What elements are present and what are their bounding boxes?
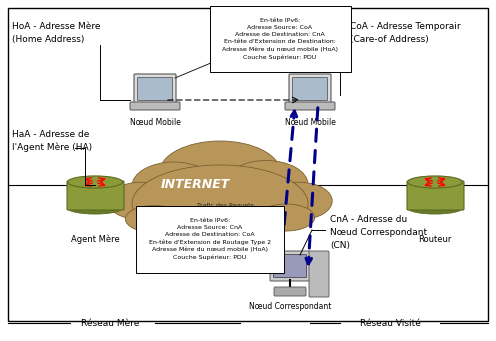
FancyBboxPatch shape [285,102,335,110]
Text: Trafic des Paquets: Trafic des Paquets [196,203,253,208]
Text: Nœud Correspondant: Nœud Correspondant [249,302,331,311]
FancyBboxPatch shape [67,181,124,210]
Ellipse shape [132,162,216,210]
Ellipse shape [224,161,308,208]
Text: (CN): (CN) [330,241,350,250]
Text: Réseau Visité: Réseau Visité [360,318,421,327]
Ellipse shape [67,176,123,188]
Text: Réseau Mère: Réseau Mère [81,318,139,327]
Text: Nœud Mobile: Nœud Mobile [285,118,335,127]
Ellipse shape [160,141,281,204]
Text: Nœud Correspondant: Nœud Correspondant [330,228,427,237]
Text: Routeur: Routeur [418,235,452,244]
Text: (Care-of Address): (Care-of Address) [350,35,429,44]
Text: En-tête IPv6:
Adresse Source: CoA
Adresse de Destination: CnA
En-tête d'Extensio: En-tête IPv6: Adresse Source: CoA Adress… [222,18,338,59]
Text: CoA - Adresse Temporair: CoA - Adresse Temporair [350,22,461,31]
Text: l'Agent Mère (HA): l'Agent Mère (HA) [12,143,92,152]
Text: Trafic des Paquets: Trafic des Paquets [206,220,263,224]
Ellipse shape [408,176,462,188]
Ellipse shape [67,202,123,214]
FancyBboxPatch shape [407,181,464,210]
Text: HoA - Adresse Mère: HoA - Adresse Mère [12,22,101,31]
Ellipse shape [125,206,183,233]
Ellipse shape [132,165,308,243]
FancyBboxPatch shape [293,77,327,101]
Ellipse shape [257,204,314,231]
FancyBboxPatch shape [134,74,176,104]
FancyBboxPatch shape [130,102,180,110]
FancyBboxPatch shape [289,74,331,104]
Ellipse shape [151,207,228,240]
Text: En-tête IPv6:
Adresse Source: CnA
Adresse de Destination: CoA
En-tête d'Extensio: En-tête IPv6: Adresse Source: CnA Adress… [149,218,271,260]
FancyBboxPatch shape [273,254,307,278]
FancyBboxPatch shape [274,287,306,296]
Text: Agent Mère: Agent Mère [70,235,120,244]
Ellipse shape [408,202,462,214]
Text: INTERNET: INTERNET [160,178,230,192]
Text: Nœud Mobile: Nœud Mobile [129,118,181,127]
Ellipse shape [266,182,332,220]
Ellipse shape [108,182,174,220]
FancyBboxPatch shape [309,251,329,297]
Text: CnA - Adresse du: CnA - Adresse du [330,215,407,224]
Text: HaA - Adresse de: HaA - Adresse de [12,130,89,139]
Ellipse shape [212,207,289,240]
Text: (Home Address): (Home Address) [12,35,84,44]
FancyBboxPatch shape [270,251,310,281]
FancyBboxPatch shape [137,77,173,101]
